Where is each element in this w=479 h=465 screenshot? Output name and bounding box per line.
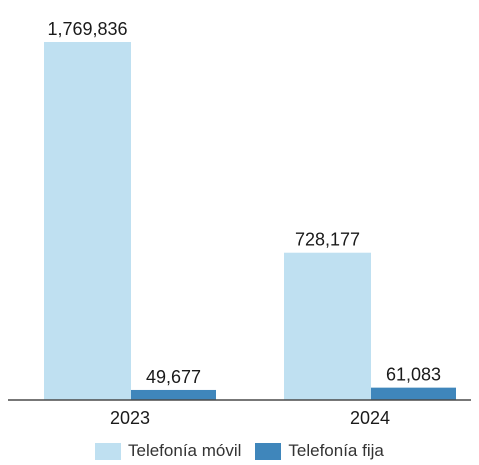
- data-label-2023-series-1: 49,677: [146, 367, 201, 387]
- data-label-2024-series-1: 61,083: [386, 365, 441, 385]
- x-tick-label-2024: 2024: [350, 408, 390, 428]
- data-label-2024-series-0: 728,177: [295, 230, 360, 250]
- bar-2023-series-1: [131, 389, 216, 400]
- legend-label-fija: Telefonía fija: [288, 441, 384, 460]
- legend-item-movil: Telefonía móvil: [95, 441, 241, 461]
- bar-2024-series-1: [371, 387, 456, 400]
- legend-label-movil: Telefonía móvil: [128, 441, 242, 460]
- bar-2024-series-0: [284, 252, 371, 400]
- legend-swatch-fija: [255, 442, 282, 460]
- x-tick-label-2023: 2023: [110, 408, 150, 428]
- bars-group: [44, 42, 456, 400]
- legend: Telefonía móvil Telefonía fija: [95, 441, 398, 461]
- bar-2023-series-0: [44, 42, 131, 400]
- x-axis-tick-labels: 2023 2024: [110, 408, 390, 428]
- legend-item-fija: Telefonía fija: [255, 441, 384, 461]
- value-labels-group: 1,769,836 49,677 728,177 61,083: [47, 19, 441, 387]
- data-label-2023-series-0: 1,769,836: [47, 19, 127, 39]
- legend-swatch-movil: [95, 442, 121, 460]
